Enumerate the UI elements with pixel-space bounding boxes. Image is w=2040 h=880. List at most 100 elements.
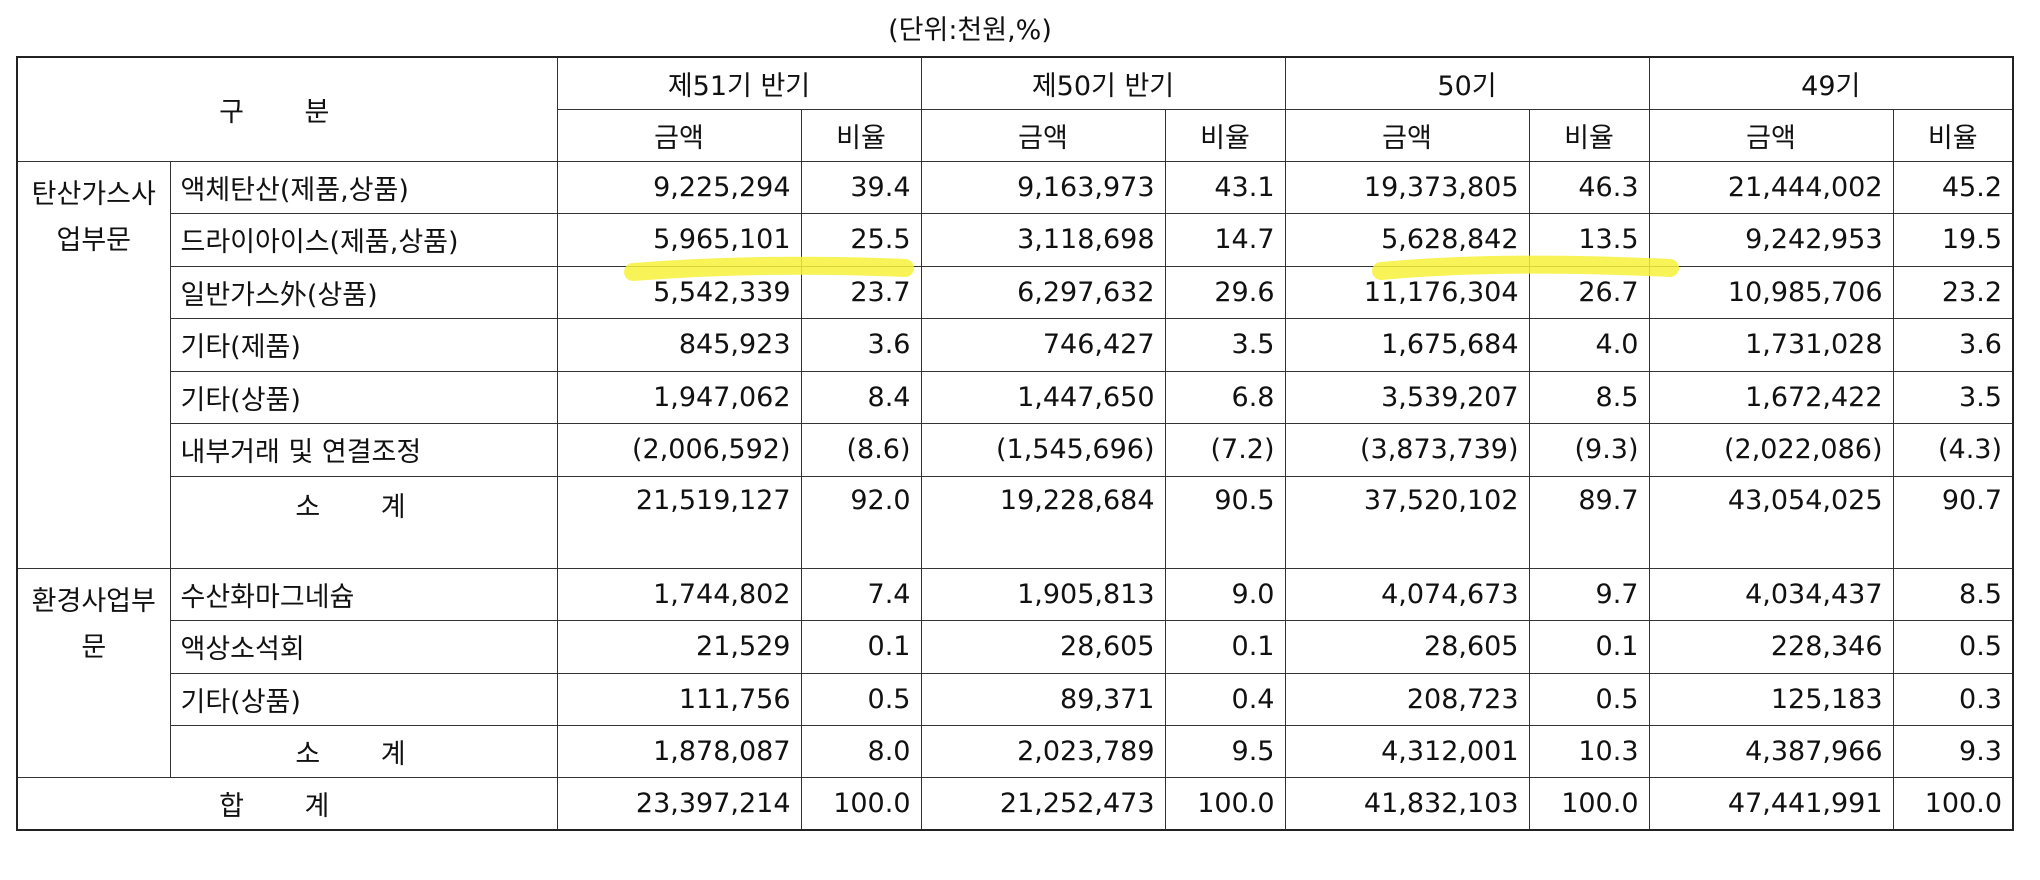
amount-cell: 746,427 [920, 318, 1166, 372]
row-label: 기타(상품) [169, 672, 558, 726]
ratio-cell: (7.2) [1164, 423, 1286, 477]
ratio-cell: 7.4 [800, 567, 922, 621]
period-header-3: 50기 [1284, 56, 1650, 110]
amount-header: 금액 [1284, 108, 1530, 162]
row-label: 수산화마그네슘 [169, 567, 558, 621]
subtotal-row: 소 계 1,878,087 8.0 2,023,789 9.5 4,312,001 10.3… [17, 725, 2014, 778]
ratio-cell: (8.6) [800, 423, 922, 477]
ratio-cell: 0.3 [1892, 672, 2014, 726]
amount-cell: 21,252,473 [920, 777, 1166, 830]
amount-cell: 21,444,002 [1648, 160, 1894, 214]
amount-cell: 1,672,422 [1648, 370, 1894, 424]
amount-cell: 5,965,101 [556, 213, 802, 267]
ratio-cell: 46.3 [1528, 160, 1650, 214]
amount-cell: 41,832,103 [1284, 777, 1530, 830]
table-row: 내부거래 및 연결조정 (2,006,592) (8.6) (1,545,696) (7… [17, 423, 2014, 477]
row-label: 드라이아이스(제품,상품) [169, 213, 558, 267]
row-label: 내부거래 및 연결조정 [169, 423, 558, 477]
table-row: 기타(제품) 845,923 3.6 746,427 3.5 1,675,684 4.0 1,… [17, 318, 2014, 372]
amount-cell: (1,545,696) [920, 423, 1166, 477]
ratio-cell: 8.5 [1892, 567, 2014, 621]
ratio-cell: 100.0 [800, 777, 922, 830]
amount-cell: 11,176,304 [1284, 265, 1530, 319]
table-row: 기타(상품) 1,947,062 8.4 1,447,650 6.8 3,539,207 8… [17, 370, 2014, 424]
amount-header: 금액 [920, 108, 1166, 162]
row-label: 액상소석회 [169, 620, 558, 674]
amount-cell: 23,397,214 [556, 777, 802, 830]
amount-cell: 1,905,813 [920, 567, 1166, 621]
ratio-cell: 0.1 [800, 620, 922, 674]
amount-cell: 2,023,789 [920, 725, 1166, 778]
amount-cell: 208,723 [1284, 672, 1530, 726]
header-row-periods: 구 분 제51기 반기 제50기 반기 50기 49기 [16, 56, 2014, 162]
ratio-cell: 9.7 [1528, 567, 1650, 621]
period-header-1: 제51기 반기 [556, 56, 922, 110]
amount-cell: 37,520,102 [1284, 475, 1530, 569]
ratio-cell: 90.7 [1892, 475, 2014, 569]
amount-header: 금액 [556, 108, 802, 162]
ratio-cell: 43.1 [1164, 160, 1286, 214]
subtotal-label: 소 계 [169, 725, 558, 778]
amount-cell: 1,947,062 [556, 370, 802, 424]
table-row: 일반가스外(상품) 5,542,339 23.7 6,297,632 29.6 11,17… [17, 265, 2014, 319]
subtotal-row: 소 계 21,519,127 92.0 19,228,684 90.5 37,520,10… [17, 475, 2014, 569]
ratio-cell: 0.5 [1892, 620, 2014, 674]
header-row-columns: 금액 비율 금액 비율 금액 비율 금액 비율 [17, 108, 2014, 162]
row-label: 액체탄산(제품,상품) [169, 160, 558, 214]
amount-cell: 3,539,207 [1284, 370, 1530, 424]
ratio-cell: 90.5 [1164, 475, 1286, 569]
ratio-cell: (4.3) [1892, 423, 2014, 477]
amount-cell: 4,312,001 [1284, 725, 1530, 778]
section-label: 탄산가스사업부문 [16, 160, 171, 569]
amount-cell: (2,006,592) [556, 423, 802, 477]
ratio-cell: 0.1 [1164, 620, 1286, 674]
ratio-header: 비율 [1892, 108, 2014, 162]
amount-cell: 1,731,028 [1648, 318, 1894, 372]
ratio-cell: 3.5 [1164, 318, 1286, 372]
amount-cell: 9,163,973 [920, 160, 1166, 214]
ratio-cell: 89.7 [1528, 475, 1650, 569]
amount-cell: 4,074,673 [1284, 567, 1530, 621]
ratio-cell: 26.7 [1528, 265, 1650, 319]
ratio-cell: 9.3 [1892, 725, 2014, 778]
row-label: 기타(상품) [169, 370, 558, 424]
table-row: 탄산가스사업부문 액체탄산(제품,상품) 9,225,294 39.4 9,163,97… [16, 160, 2014, 569]
ratio-cell: 19.5 [1892, 213, 2014, 267]
ratio-header: 비율 [1164, 108, 1286, 162]
table-row: 액상소석회 21,529 0.1 28,605 0.1 28,605 0.1 228,346 0… [17, 620, 2014, 674]
amount-cell: 47,441,991 [1648, 777, 1894, 830]
ratio-cell: 8.5 [1528, 370, 1650, 424]
amount-cell: 1,744,802 [556, 567, 802, 621]
ratio-cell: 0.5 [800, 672, 922, 726]
ratio-cell: 100.0 [1892, 777, 2014, 830]
amount-cell: 1,447,650 [920, 370, 1166, 424]
ratio-cell: 13.5 [1528, 213, 1650, 267]
total-label: 합 계 [16, 777, 558, 830]
ratio-cell: 10.3 [1528, 725, 1650, 778]
amount-cell: 19,228,684 [920, 475, 1166, 569]
ratio-cell: 14.7 [1164, 213, 1286, 267]
amount-cell: 6,297,632 [920, 265, 1166, 319]
ratio-cell: 3.6 [1892, 318, 2014, 372]
ratio-cell: 4.0 [1528, 318, 1650, 372]
amount-cell: 228,346 [1648, 620, 1894, 674]
section-label: 환경사업부문 [16, 567, 171, 778]
amount-cell: 4,034,437 [1648, 567, 1894, 621]
row-label: 기타(제품) [169, 318, 558, 372]
amount-cell: 125,183 [1648, 672, 1894, 726]
amount-cell: 21,529 [556, 620, 802, 674]
ratio-header: 비율 [800, 108, 922, 162]
period-header-4: 49기 [1648, 56, 2014, 110]
amount-cell: 19,373,805 [1284, 160, 1530, 214]
ratio-cell: 23.7 [800, 265, 922, 319]
amount-cell: 111,756 [556, 672, 802, 726]
ratio-cell: 3.5 [1892, 370, 2014, 424]
amount-cell: 9,225,294 [556, 160, 802, 214]
amount-header: 금액 [1648, 108, 1894, 162]
ratio-cell: 3.6 [800, 318, 922, 372]
ratio-header: 비율 [1528, 108, 1650, 162]
ratio-cell: 8.0 [800, 725, 922, 778]
ratio-cell: 29.6 [1164, 265, 1286, 319]
amount-cell: (2,022,086) [1648, 423, 1894, 477]
amount-cell: 43,054,025 [1648, 475, 1894, 569]
